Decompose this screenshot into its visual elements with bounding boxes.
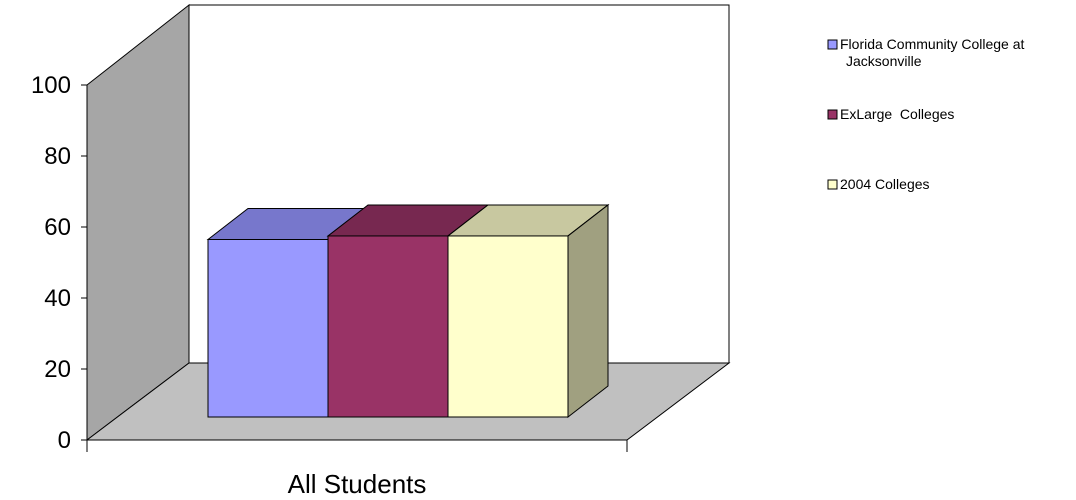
y-tick-label: 100 <box>31 72 71 99</box>
legend-label-fccj-line2: Jacksonville <box>846 53 922 69</box>
y-tick-label: 80 <box>44 143 71 170</box>
legend-swatch-exlarge <box>827 109 838 120</box>
legend-swatch-fccj <box>827 39 838 50</box>
legend-label-fccj-line1: Florida Community College at <box>840 36 1025 52</box>
bar-front-series-1 <box>327 235 449 418</box>
legend-label-2004: 2004 Colleges <box>840 176 930 192</box>
y-tick-label: 60 <box>44 214 71 241</box>
legend-label-exlarge: ExLarge Colleges <box>840 106 954 122</box>
bars-group <box>206 203 610 419</box>
y-tick-label: 0 <box>58 427 71 454</box>
legend-swatch-2004 <box>827 179 838 190</box>
bar-side-series-2 <box>567 203 609 419</box>
y-tick-label: 20 <box>44 356 71 383</box>
bar-front-series-0 <box>207 239 329 418</box>
legend: Florida Community College at Jacksonvill… <box>827 36 1025 192</box>
bar-front-series-2 <box>447 235 569 418</box>
y-axis-ticks: 0 20 40 60 80 100 <box>31 72 87 454</box>
y-tick-label: 40 <box>44 285 71 312</box>
x-category-label: All Students <box>288 469 427 499</box>
